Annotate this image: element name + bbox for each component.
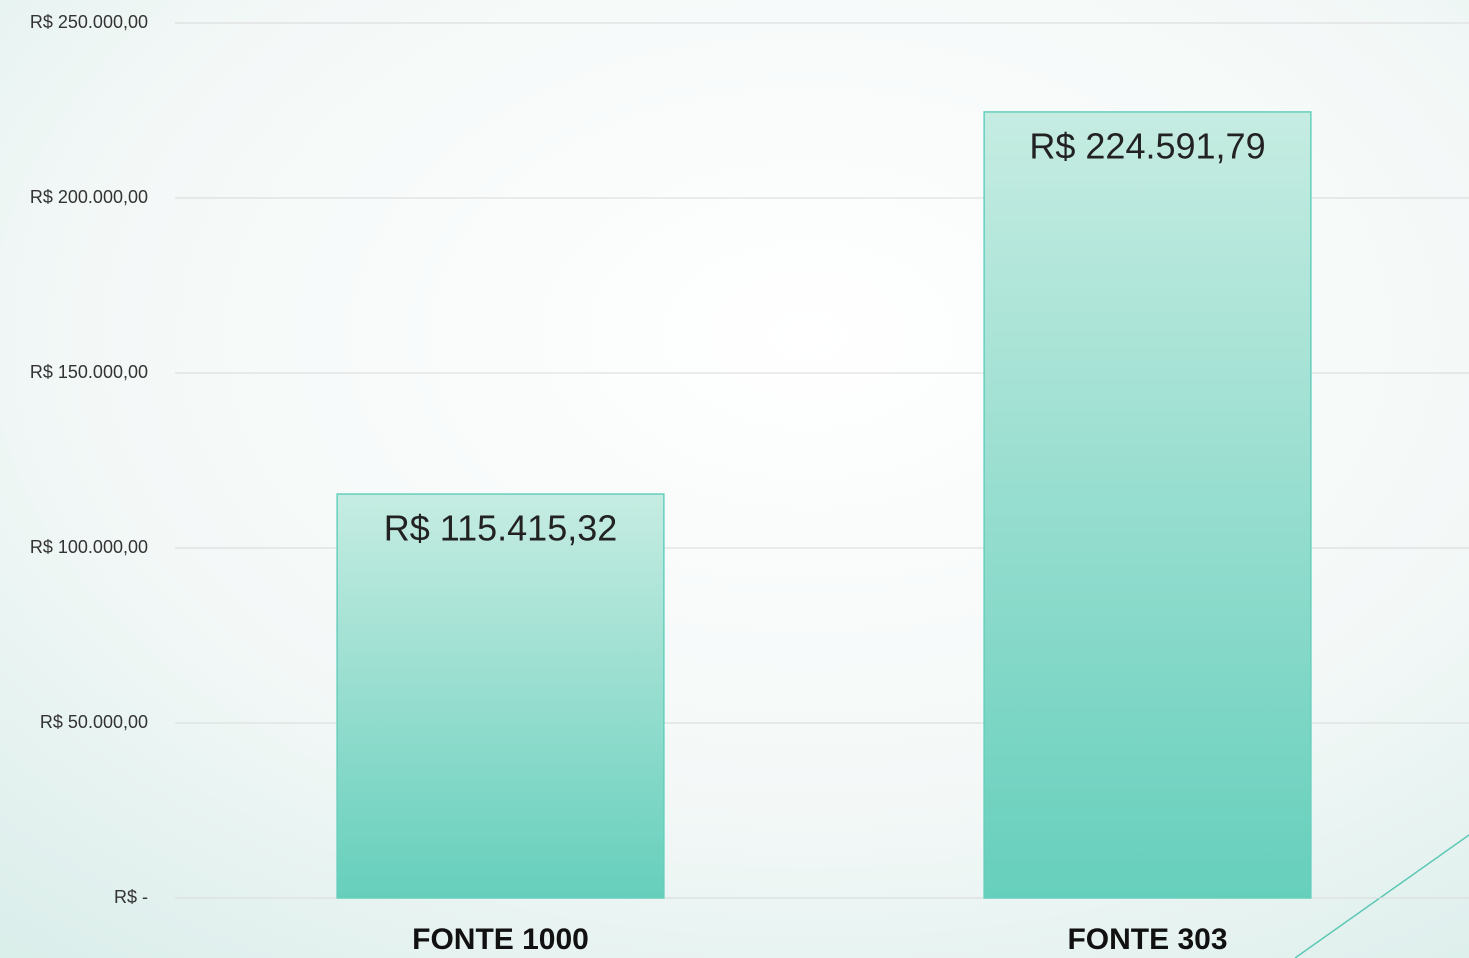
y-tick-label: R$ -	[114, 887, 148, 907]
y-tick-label: R$ 200.000,00	[30, 187, 148, 207]
x-tick-label: FONTE 1000	[412, 923, 589, 956]
data-label: R$ 115.415,32	[384, 508, 618, 549]
x-tick-label: FONTE 303	[1067, 923, 1227, 956]
bar	[983, 111, 1312, 899]
y-tick-label: R$ 100.000,00	[30, 537, 148, 557]
y-tick-label: R$ 150.000,00	[30, 362, 148, 382]
bar	[336, 493, 665, 899]
data-label: R$ 224.591,79	[1029, 125, 1265, 166]
y-tick-label: R$ 50.000,00	[40, 712, 148, 732]
decorative-line	[1294, 834, 1469, 958]
y-tick-label: R$ 250.000,00	[30, 12, 148, 32]
